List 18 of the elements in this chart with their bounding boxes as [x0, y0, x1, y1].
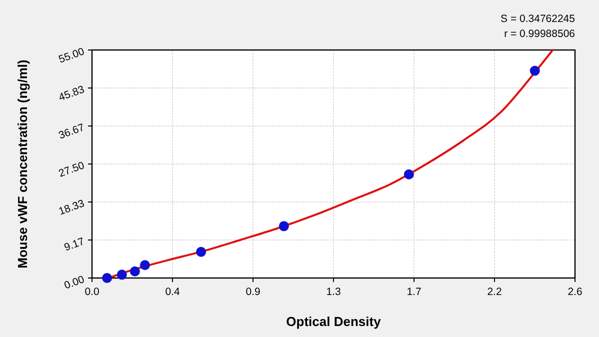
y-tick-label: 45.83 — [57, 83, 86, 104]
y-tick-label: 0.00 — [62, 273, 86, 292]
y-tick-label: 9.17 — [62, 235, 86, 254]
x-tick-label: 0.0 — [84, 286, 100, 298]
y-tick-label: 55.00 — [57, 45, 86, 66]
x-tick-label: 1.7 — [406, 286, 422, 298]
y-tick-label: 36.67 — [57, 121, 86, 142]
y-axis-title: Mouse vWF concentration (ng/ml) — [15, 60, 30, 268]
y-tick-label: 27.50 — [57, 159, 86, 180]
x-tick-label: 1.3 — [326, 286, 341, 298]
text: r = 0.99988506 — [504, 28, 576, 40]
x-tick-label: 0.4 — [165, 286, 180, 298]
x-tick-label: 2.2 — [487, 286, 502, 298]
x-tick-label: 2.6 — [568, 286, 582, 298]
y-tick-label: 18.33 — [57, 197, 86, 218]
x-axis-title: Optical Density — [286, 314, 382, 329]
x-tick-label: 0.9 — [246, 286, 260, 298]
text: S = 0.34762245 — [500, 13, 576, 25]
